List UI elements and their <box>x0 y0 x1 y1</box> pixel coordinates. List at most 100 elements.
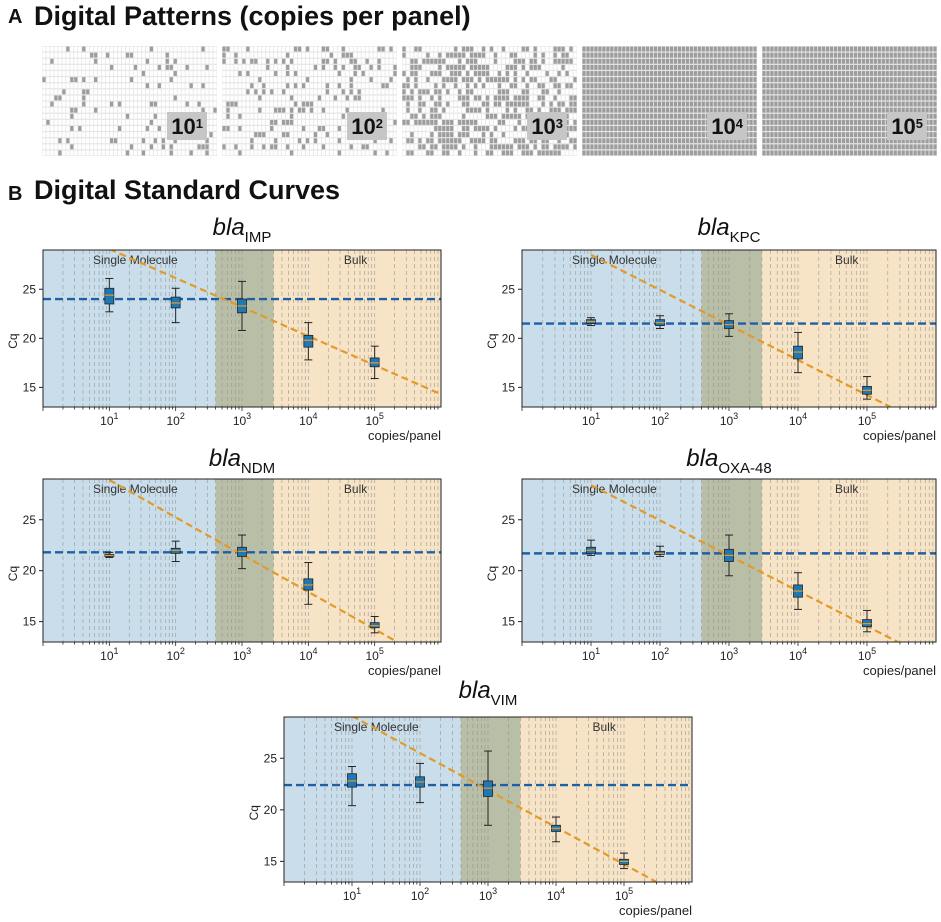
box-plot <box>862 609 872 633</box>
bulk-region <box>273 479 441 642</box>
x-axis-label: copies/panel <box>368 663 441 678</box>
x-tick-label: 101 <box>582 411 600 428</box>
box <box>303 334 314 348</box>
x-tick-label: 104 <box>547 886 565 903</box>
box-plot <box>655 545 665 557</box>
box-plot <box>237 280 247 331</box>
y-tick-label: 20 <box>264 803 278 817</box>
bulk-region <box>761 479 936 642</box>
pattern-copy-label: 101 <box>167 112 207 140</box>
x-tick-label: 105 <box>615 886 633 903</box>
x-tick-label: 104 <box>789 411 807 428</box>
box-plot <box>586 317 596 327</box>
y-tick-label: 25 <box>23 282 37 296</box>
bulk-fit-line <box>351 717 657 882</box>
x-tick-label: 103 <box>233 646 251 663</box>
pattern-grid <box>42 46 217 156</box>
x-tick-label: 105 <box>365 646 383 663</box>
box-plot <box>369 616 380 634</box>
x-tick-label: 101 <box>582 646 600 663</box>
x-tick-label: 102 <box>651 411 669 428</box>
pattern-grid <box>402 46 577 156</box>
bulk-label: Bulk <box>835 482 859 496</box>
bulk-fit-line <box>108 250 441 396</box>
bulk-region <box>761 250 936 407</box>
pattern-copy-label: 102 <box>347 112 387 140</box>
section-a-letter: A <box>8 6 23 28</box>
y-tick-label: 15 <box>23 615 37 629</box>
box <box>104 287 115 305</box>
y-tick-label: 15 <box>23 380 37 394</box>
x-tick-label: 102 <box>651 646 669 663</box>
bulk-fit-line <box>108 479 398 642</box>
bulk-fit-line <box>590 253 892 407</box>
box-plot <box>415 762 425 804</box>
pattern-panel: 103 <box>402 46 577 156</box>
y-tick-label: 25 <box>502 282 516 296</box>
box-plot <box>724 534 734 577</box>
pattern-grid <box>582 46 757 156</box>
y-tick-label: 15 <box>502 380 516 394</box>
chart-title: blaOXA-48 <box>686 445 772 477</box>
x-tick-label: 103 <box>720 411 738 428</box>
x-tick-label: 101 <box>100 411 118 428</box>
pattern-panel: 101 <box>42 46 217 156</box>
pattern-panel: 102 <box>222 46 397 156</box>
bulk-label: Bulk <box>592 720 616 734</box>
overlap-region <box>460 717 521 882</box>
pattern-panel: 105 <box>762 46 937 156</box>
x-axis-label: copies/panel <box>619 903 692 918</box>
chart-title: blaIMP <box>212 214 272 246</box>
x-tick-label: 102 <box>411 886 429 903</box>
x-tick-label: 105 <box>858 411 876 428</box>
y-tick-label: 15 <box>264 854 278 868</box>
box-plot <box>619 852 629 870</box>
x-tick-label: 104 <box>299 646 317 663</box>
box-plot <box>303 322 314 361</box>
x-tick-label: 103 <box>233 411 251 428</box>
y-axis-label: Cq <box>6 566 20 581</box>
y-tick-label: 20 <box>502 331 516 345</box>
box-plot <box>586 539 596 556</box>
chart-title: blaVIM <box>458 677 518 709</box>
single-molecule-label: Single Molecule <box>334 720 419 734</box>
box-plot <box>551 816 561 843</box>
box-plot <box>793 572 803 610</box>
y-tick-label: 20 <box>23 331 37 345</box>
x-tick-label: 105 <box>858 646 876 663</box>
x-tick-label: 104 <box>789 646 807 663</box>
x-tick-label: 103 <box>720 646 738 663</box>
bulk-label: Bulk <box>344 482 368 496</box>
box-plot <box>170 540 181 563</box>
x-axis-label: copies/panel <box>368 428 441 443</box>
pattern-copy-label: 105 <box>887 112 927 140</box>
box-plot <box>104 551 115 558</box>
x-tick-label: 101 <box>100 646 118 663</box>
box-plot <box>347 766 357 807</box>
box-plot <box>237 534 247 570</box>
chart-title: blaKPC <box>697 214 761 246</box>
y-tick-label: 25 <box>502 513 516 527</box>
bulk-label: Bulk <box>835 253 859 267</box>
y-tick-label: 20 <box>502 564 516 578</box>
overlap-region <box>215 250 274 407</box>
x-tick-label: 101 <box>343 886 361 903</box>
x-tick-label: 102 <box>166 411 184 428</box>
x-tick-label: 102 <box>166 646 184 663</box>
y-axis-label: Cq <box>247 805 261 820</box>
single-molecule-label: Single Molecule <box>93 482 178 496</box>
box-plot <box>793 331 803 374</box>
x-tick-label: 103 <box>479 886 497 903</box>
box-plot <box>862 376 872 400</box>
y-tick-label: 20 <box>23 564 37 578</box>
box-plot <box>483 750 493 826</box>
box-plot <box>724 313 734 337</box>
y-axis-label: Cq <box>6 333 20 348</box>
y-tick-label: 25 <box>23 513 37 527</box>
pattern-copy-label: 103 <box>527 112 567 140</box>
